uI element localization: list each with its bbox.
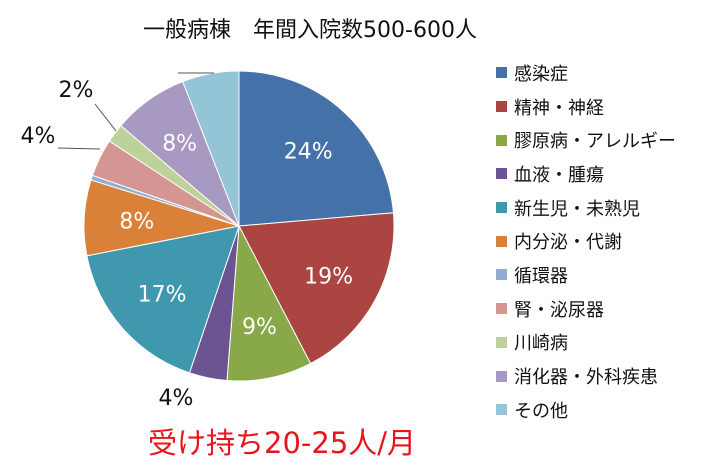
slice-label: 9% — [242, 315, 277, 340]
pie-slice — [238, 70, 394, 227]
legend-swatch — [496, 303, 507, 315]
legend-label: その他 — [514, 400, 568, 422]
legend-swatch — [496, 336, 507, 348]
legend: 感染症精神・神経膠原病・アレルギー 血液・腫瘍新生児・未熟児 内分泌・代謝 循環器腎・… — [496, 56, 701, 427]
legend-swatch — [496, 67, 507, 79]
legend-label: 循環器 — [514, 265, 568, 287]
legend-item: その他 — [496, 393, 701, 427]
legend-swatch — [496, 168, 507, 180]
pie-slice — [226, 224, 312, 382]
legend-item: 新生児・未熟児 — [496, 191, 701, 225]
legend-label: 感染症 — [514, 63, 568, 85]
legend-swatch — [496, 404, 507, 416]
leader-line — [94, 103, 117, 132]
legend-item: 血液・腫瘍 — [496, 157, 701, 191]
legend-label: 腎・泌尿器 — [514, 299, 604, 321]
slice-label: 8% — [119, 209, 154, 234]
legend-label: 消化器・外科疾患 — [514, 367, 658, 389]
chart-title: 一般病棟 年間入院数500-600人 — [143, 18, 477, 43]
legend-swatch — [496, 370, 507, 382]
pie-slice — [238, 212, 395, 365]
legend-item: 循環器 — [496, 258, 701, 292]
legend-label: 川崎病 — [514, 333, 568, 355]
legend-swatch — [496, 134, 507, 146]
legend-item: 消化器・外科疾患 — [496, 359, 701, 393]
legend-item: 感染症 — [496, 56, 701, 90]
slice-label: 24% — [284, 140, 333, 165]
legend-item: 内分泌・代謝 — [496, 224, 701, 258]
slice-label: 2% — [59, 78, 94, 103]
slice-label: 4% — [21, 124, 56, 149]
legend-item: 精神・神経 — [496, 90, 701, 124]
pie-slice — [86, 225, 240, 374]
legend-label: 内分泌・代謝 — [514, 232, 622, 254]
chart-subtitle: 受け持ち20-25人/月 — [148, 426, 417, 460]
legend-item: 膠原病・アレルギー — [496, 123, 701, 157]
legend-label: 新生児・未熟児 — [514, 198, 640, 220]
slice-label: 4% — [159, 386, 194, 411]
legend-label: 膠原病・アレルギー — [514, 131, 676, 153]
legend-label: 精神・神経 — [514, 97, 604, 119]
slice-label: 19% — [304, 264, 353, 289]
legend-swatch — [496, 235, 507, 247]
pie-slice — [182, 70, 240, 227]
legend-label: 血液・腫瘍 — [514, 164, 604, 186]
legend-item: 腎・泌尿器 — [496, 292, 701, 326]
legend-swatch — [496, 269, 507, 281]
legend-item: 川崎病 — [496, 326, 701, 360]
legend-swatch — [496, 101, 507, 113]
legend-swatch — [496, 202, 507, 214]
slice-label: 8% — [162, 132, 197, 157]
leader-line — [57, 147, 101, 150]
slice-label: 17% — [138, 282, 187, 307]
